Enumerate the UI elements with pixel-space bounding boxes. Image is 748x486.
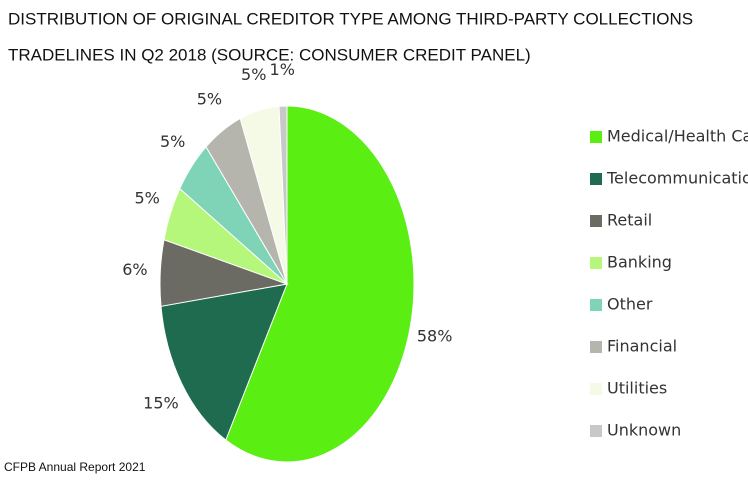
chart-title: TRADELINES IN Q2 2018 (SOURCE: CONSUMER …	[8, 45, 531, 64]
pie-slice	[278, 105, 288, 285]
legend-swatch	[590, 299, 602, 311]
legend-swatch	[590, 341, 602, 353]
data-label: 1%	[270, 60, 295, 79]
pie-slice	[160, 283, 288, 441]
legend-label: Medical/Health Care	[607, 127, 748, 146]
legend-swatch	[590, 257, 602, 269]
legend-swatch	[590, 131, 602, 143]
legend-label: Financial	[607, 337, 677, 356]
data-label: 15%	[143, 394, 179, 413]
source-note: CFPB Annual Report 2021	[4, 460, 146, 474]
legend-label: Retail	[607, 211, 652, 230]
legend-label: Utilities	[607, 379, 667, 398]
data-label: 5%	[241, 65, 266, 84]
data-label: 5%	[197, 90, 222, 109]
legend-swatch	[590, 383, 602, 395]
chart-title: DISTRIBUTION OF ORIGINAL CREDITOR TYPE A…	[8, 9, 693, 28]
legend-swatch	[590, 215, 602, 227]
data-label: 58%	[417, 327, 453, 346]
legend-label: Banking	[607, 253, 672, 272]
pie-slice	[225, 105, 415, 463]
legend-label: Telecommunications	[606, 169, 748, 188]
data-label: 5%	[134, 189, 159, 208]
legend-swatch	[590, 425, 602, 437]
legend-label: Other	[607, 295, 653, 314]
data-label: 5%	[160, 132, 185, 151]
legend-label: Unknown	[607, 421, 681, 440]
legend-swatch	[590, 173, 602, 185]
data-label: 6%	[122, 260, 147, 279]
